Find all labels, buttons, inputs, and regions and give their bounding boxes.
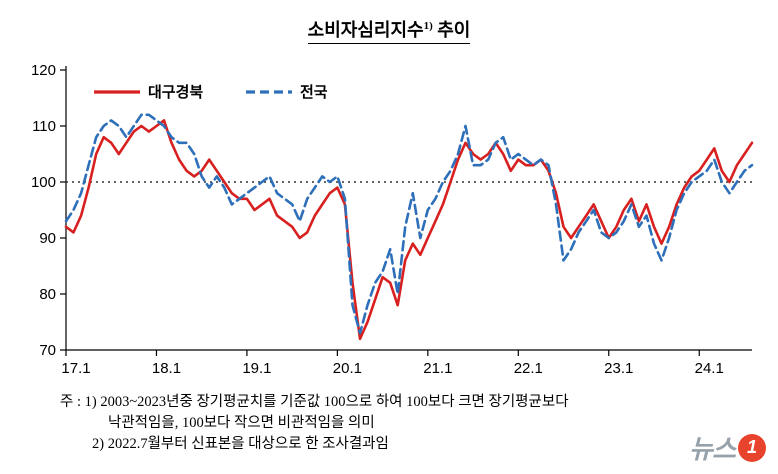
- x-tick-label: 20.1: [333, 360, 362, 377]
- news1-watermark-text: 뉴스: [689, 434, 736, 464]
- x-tick-label: 19.1: [242, 360, 271, 377]
- y-tick-label: 110: [32, 118, 56, 135]
- chart-title: 소비자심리지수1) 추이: [0, 16, 778, 44]
- footnote-line-1: 주 : 1) 2003~2023년중 장기평균치를 기준값 100으로 하여 1…: [60, 394, 569, 410]
- x-tick-label: 18.1: [152, 360, 181, 377]
- news1-logo-icon: 1: [738, 433, 766, 462]
- y-tick-label: 120: [31, 62, 56, 79]
- legend-label-daegu-gyeongbuk: 대구경북: [148, 83, 203, 101]
- y-tick-label: 80: [39, 286, 56, 303]
- x-tick-label: 17.1: [61, 360, 90, 377]
- x-tick-label: 22.1: [514, 360, 543, 377]
- legend-label-nationwide: 전국: [300, 84, 328, 101]
- series-line-nationwide: [64, 113, 754, 335]
- x-tick-label: 23.1: [604, 360, 633, 377]
- footnote-line-2: 낙관적임을, 100보다 작으면 비관적임을 의미: [108, 415, 375, 431]
- y-tick-label: 100: [31, 174, 56, 191]
- line-chart: 70 80 90 100 110 120 17.1 18.1 19.1 20.1 21.1 22.1 2…: [31, 62, 754, 377]
- y-tick-label: 70: [39, 342, 56, 359]
- x-tick-label: 21.1: [423, 360, 452, 377]
- y-tick-label: 90: [39, 230, 56, 247]
- footnote-line-3: 2) 2022.7월부터 신표본을 대상으로 한 조사결과임: [92, 436, 389, 452]
- news1-watermark: 뉴스 1: [689, 429, 766, 466]
- x-tick-label: 24.1: [695, 360, 724, 377]
- footnotes: 주 : 1) 2003~2023년중 장기평균치를 기준값 100으로 하여 1…: [60, 392, 569, 455]
- series-line-daegu-gyeongbuk: [64, 119, 754, 341]
- chart-title-text: 소비자심리지수1) 추이: [307, 20, 471, 44]
